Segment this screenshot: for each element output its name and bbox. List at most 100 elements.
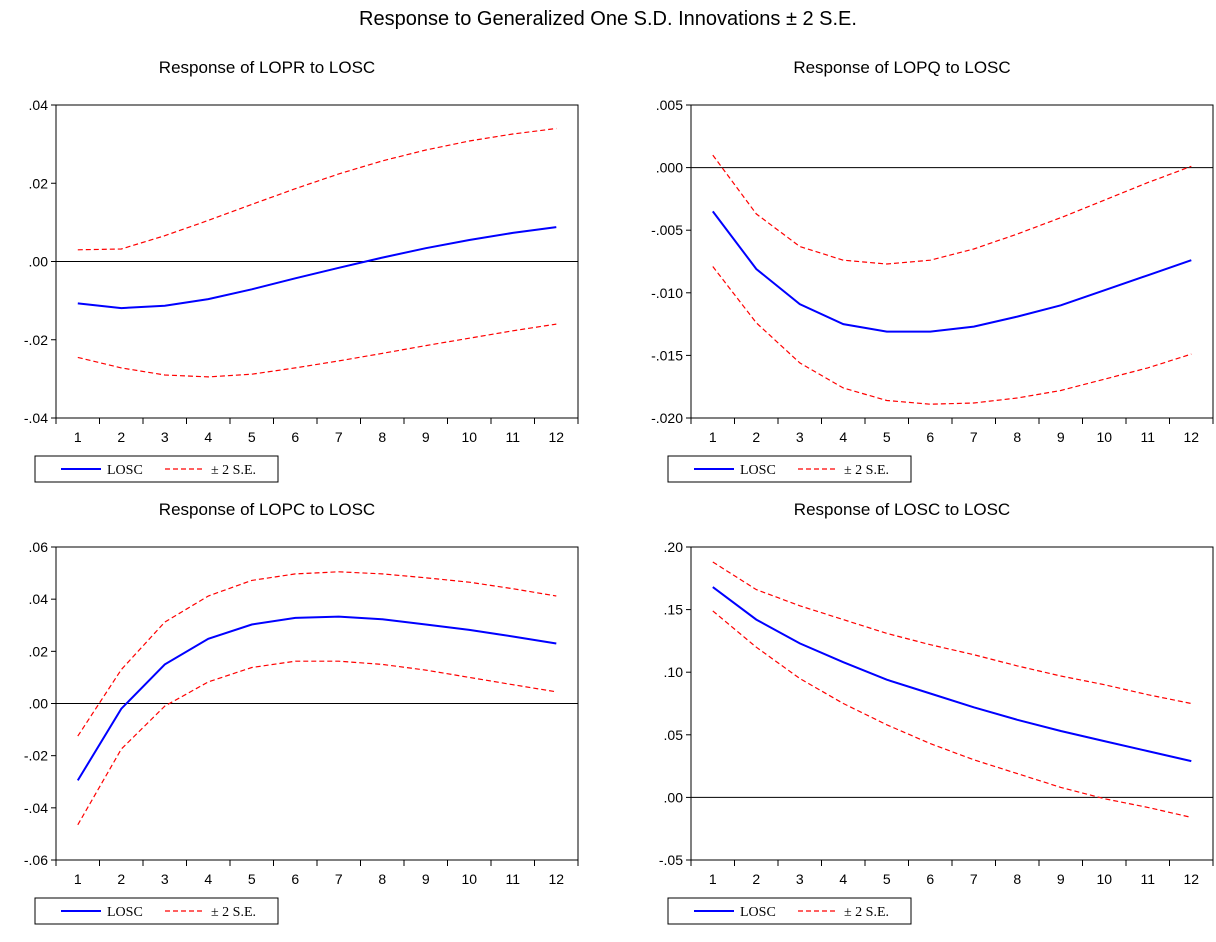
- x-tick-label: 1: [74, 429, 82, 445]
- x-tick-label: 10: [1096, 871, 1112, 887]
- legend-response-label: LOSC: [107, 905, 143, 920]
- y-tick-label: .04: [29, 591, 49, 607]
- y-tick-label: .20: [664, 539, 684, 555]
- x-tick-label: 2: [752, 429, 760, 445]
- chart-title: Response of LOPQ to LOSC: [793, 58, 1010, 77]
- y-tick-label: -.020: [651, 410, 683, 426]
- response-line: [76, 615, 557, 781]
- x-tick-label: 8: [1013, 429, 1021, 445]
- lower-band-line: [712, 266, 1192, 405]
- x-tick-label: 2: [752, 871, 760, 887]
- x-tick-label: 11: [505, 429, 520, 445]
- x-tick-label: 3: [161, 429, 169, 445]
- chart-panel-2: Response of LOPQ to LOSC -.020 -.015 -.010 -…: [651, 58, 1214, 483]
- x-tick-label: 9: [1057, 871, 1065, 887]
- x-tick-label: 11: [505, 871, 520, 887]
- y-tick-label: -.06: [24, 852, 48, 868]
- x-tick-label: 10: [1096, 429, 1112, 445]
- x-tick-label: 4: [204, 429, 212, 445]
- x-tick-label: 3: [796, 871, 804, 887]
- y-tick-label: .04: [29, 97, 49, 113]
- x-tick-label: 7: [970, 871, 978, 887]
- x-tick-label: 10: [461, 429, 477, 445]
- y-tick-label: .00: [29, 254, 49, 270]
- x-tick-label: 1: [74, 871, 82, 887]
- x-tick-label: 9: [422, 871, 430, 887]
- x-tick-label: 9: [422, 429, 430, 445]
- legend-band-label: ± 2 S.E.: [844, 905, 889, 920]
- x-tick-label: 5: [248, 429, 256, 445]
- x-tick-label: 12: [1183, 429, 1199, 445]
- y-tick-label: -.02: [24, 332, 48, 348]
- x-tick-label: 9: [1057, 429, 1065, 445]
- x-tick-label: 5: [883, 871, 891, 887]
- x-tick-label: 6: [926, 871, 934, 887]
- chart-panel-3: Response of LOPC to LOSC -.06 -.04 -.02 .00.…: [24, 500, 579, 925]
- x-tick-label: 11: [1140, 429, 1155, 445]
- upper-band-line: [712, 154, 1192, 265]
- plot-frame: [690, 104, 1214, 419]
- legend: LOSC ± 2 S.E.: [34, 455, 279, 483]
- legend: LOSC ± 2 S.E.: [34, 897, 279, 925]
- y-tick-label: -.02: [24, 748, 48, 764]
- lower-band-line: [77, 323, 557, 378]
- response-line: [712, 586, 1192, 763]
- y-tick-label: .02: [29, 643, 49, 659]
- x-tick-label: 11: [1140, 871, 1155, 887]
- y-tick-label: .06: [29, 539, 49, 555]
- y-tick-label: -.015: [651, 347, 683, 363]
- response-line: [77, 226, 557, 310]
- lower-band-line: [77, 660, 557, 826]
- y-tick-label: .00: [664, 789, 684, 805]
- legend-response-label: LOSC: [740, 463, 776, 478]
- x-tick-label: 8: [378, 871, 386, 887]
- x-tick-label: 1: [709, 429, 717, 445]
- y-tick-label: -.04: [24, 410, 48, 426]
- chart-title: Response of LOSC to LOSC: [794, 500, 1010, 519]
- x-tick-label: 7: [335, 871, 343, 887]
- x-tick-label: 7: [970, 429, 978, 445]
- x-tick-label: 8: [1013, 871, 1021, 887]
- legend-band-label: ± 2 S.E.: [211, 463, 256, 478]
- x-tick-label: 6: [291, 429, 299, 445]
- x-tick-label: 12: [1183, 871, 1199, 887]
- legend: LOSC ± 2 S.E.: [667, 455, 912, 483]
- legend-response-label: LOSC: [740, 905, 776, 920]
- main-title: Response to Generalized One S.D. Innovat…: [359, 8, 857, 30]
- upper-band-line: [77, 571, 557, 737]
- chart-panel-1: Response of LOPR to LOSC -.04 -.02 .00 .02 .0…: [24, 58, 579, 483]
- lower-band-line: [712, 610, 1192, 818]
- x-tick-label: 2: [117, 871, 125, 887]
- y-tick-label: .00: [29, 696, 49, 712]
- y-tick-label: -.005: [651, 222, 683, 238]
- upper-band-line: [712, 561, 1192, 705]
- x-tick-label: 6: [291, 871, 299, 887]
- chart-panel-4: Response of LOSC to LOSC -.05 .00 .05 .10 .15…: [659, 500, 1214, 925]
- y-tick-label: .005: [656, 97, 683, 113]
- x-tick-label: 6: [926, 429, 934, 445]
- y-tick-label: -.05: [659, 852, 683, 868]
- chart-title: Response of LOPC to LOSC: [159, 500, 375, 519]
- y-tick-label: .15: [664, 602, 684, 618]
- x-tick-label: 5: [248, 871, 256, 887]
- legend: LOSC ± 2 S.E.: [667, 897, 912, 925]
- y-tick-label: .05: [664, 727, 684, 743]
- y-tick-label: .000: [656, 160, 683, 176]
- legend-response-label: LOSC: [107, 463, 143, 478]
- x-tick-label: 8: [378, 429, 386, 445]
- x-tick-label: 4: [839, 871, 847, 887]
- x-tick-label: 12: [548, 871, 564, 887]
- x-tick-label: 1: [709, 871, 717, 887]
- y-tick-label: -.04: [24, 800, 48, 816]
- x-tick-label: 10: [461, 871, 477, 887]
- x-tick-label: 2: [117, 429, 125, 445]
- y-tick-label: .10: [664, 664, 684, 680]
- chart-title: Response of LOPR to LOSC: [159, 58, 375, 77]
- y-tick-label: -.010: [651, 285, 683, 301]
- x-tick-label: 5: [883, 429, 891, 445]
- x-tick-label: 3: [161, 871, 169, 887]
- y-tick-label: .02: [29, 175, 49, 191]
- legend-band-label: ± 2 S.E.: [211, 905, 256, 920]
- x-tick-label: 4: [204, 871, 212, 887]
